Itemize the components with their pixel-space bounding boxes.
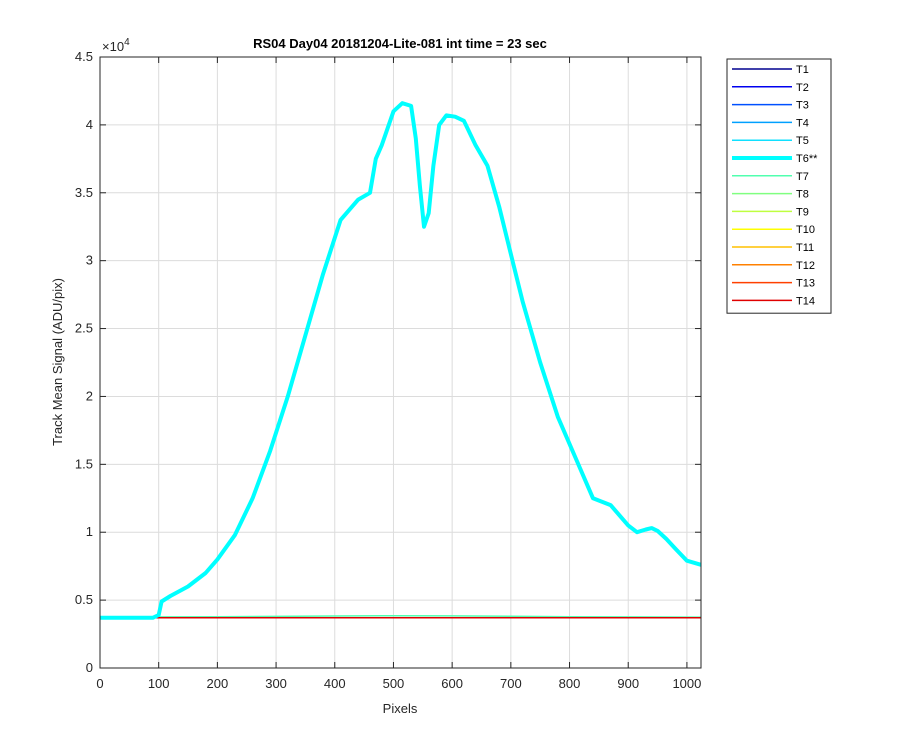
axes-box bbox=[99, 56, 702, 669]
y-axis-exponent-power: 4 bbox=[124, 37, 130, 48]
legend-label: T9 bbox=[796, 206, 809, 218]
x-tick-label: 600 bbox=[441, 676, 463, 691]
legend-label: T1 bbox=[796, 64, 809, 76]
x-tick-label: 400 bbox=[324, 676, 346, 691]
legend-label: T13 bbox=[796, 278, 815, 290]
y-tick-label: 3.5 bbox=[75, 185, 93, 200]
legend-label: T3 bbox=[796, 100, 809, 112]
x-tick-label: 100 bbox=[148, 676, 170, 691]
x-axis-label: Pixels bbox=[383, 701, 418, 716]
legend-label: T10 bbox=[796, 224, 815, 236]
legend: T1 T2 T3 T4 T5 T6** T7 T8 T9 T10 T11 T12 T13 T14 bbox=[726, 58, 832, 314]
legend-label: T11 bbox=[796, 242, 814, 254]
y-tick-label: 4 bbox=[86, 117, 93, 132]
series-line-t6 bbox=[100, 101, 702, 620]
legend-label: T7 bbox=[796, 171, 809, 183]
y-tick-label: 1.5 bbox=[75, 456, 93, 471]
plot-area bbox=[100, 57, 701, 668]
x-tick-label: 700 bbox=[500, 676, 522, 691]
chart-title: RS04 Day04 20181204-Lite-081 int time = … bbox=[253, 36, 547, 51]
x-tick-label: 800 bbox=[559, 676, 581, 691]
legend-label: T5 bbox=[796, 135, 809, 147]
y-tick-label: 4.5 bbox=[75, 49, 93, 64]
x-tick-label: 0 bbox=[96, 676, 103, 691]
legend-label: T12 bbox=[796, 260, 815, 272]
legend-label: T6** bbox=[796, 153, 818, 165]
y-axis-exponent-base: ×10 bbox=[102, 39, 124, 54]
y-tick-label: 2.5 bbox=[75, 321, 93, 336]
axis-ticks: 0 100 200 300 400 500 600 700 800 900 1000 0 0.5 1 1.5… bbox=[75, 49, 701, 691]
y-tick-label: 0.5 bbox=[75, 592, 93, 607]
x-tick-label: 900 bbox=[617, 676, 639, 691]
y-axis-label: Track Mean Signal (ADU/pix) bbox=[50, 278, 65, 446]
y-axis-exponent: ×104 bbox=[102, 37, 130, 54]
x-tick-label: 500 bbox=[383, 676, 405, 691]
y-tick-label: 0 bbox=[86, 660, 93, 675]
x-tick-label: 300 bbox=[265, 676, 287, 691]
legend-label: T2 bbox=[796, 82, 809, 94]
series-line-t7 bbox=[99, 614, 702, 618]
y-tick-label: 1 bbox=[86, 524, 93, 539]
legend-box bbox=[726, 58, 832, 314]
x-tick-label: 200 bbox=[207, 676, 229, 691]
series-lines bbox=[99, 101, 702, 620]
y-tick-label: 2 bbox=[86, 388, 93, 403]
legend-label: T8 bbox=[796, 189, 809, 201]
y-tick-label: 3 bbox=[86, 253, 93, 268]
legend-label: T4 bbox=[796, 117, 809, 129]
x-tick-label: 1000 bbox=[672, 676, 701, 691]
grid-lines bbox=[99, 56, 701, 669]
legend-label: T14 bbox=[796, 295, 815, 307]
